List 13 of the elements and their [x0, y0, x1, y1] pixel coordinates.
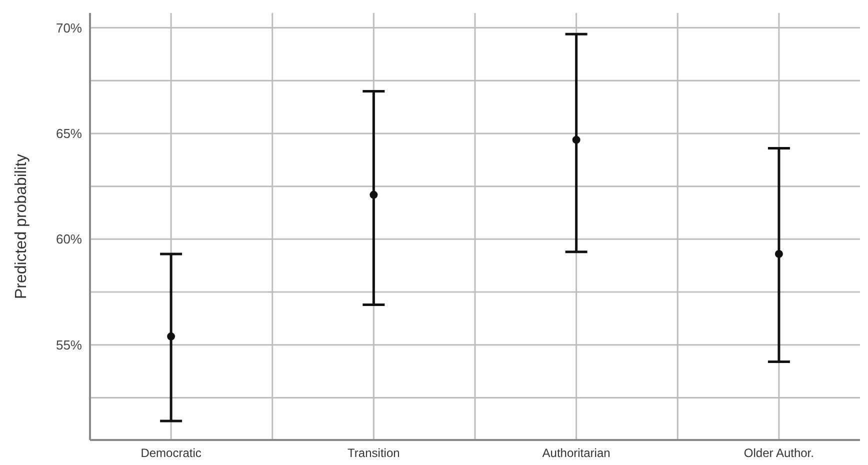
y-tick-label: 60%	[56, 232, 82, 247]
y-tick-label: 55%	[56, 337, 82, 352]
point	[774, 250, 783, 258]
x-tick-label: Democratic	[140, 446, 202, 460]
x-tick-label: Authoritarian	[542, 446, 610, 460]
x-tick-label: Transition	[348, 446, 400, 460]
y-axis-title: Predicted probability	[13, 154, 30, 299]
y-tick-label: 70%	[56, 20, 82, 36]
point	[572, 136, 580, 144]
point	[167, 332, 176, 340]
point	[370, 190, 378, 199]
y-tick-label: 65%	[56, 126, 82, 142]
x-tick-label: Older Author.	[744, 446, 814, 460]
